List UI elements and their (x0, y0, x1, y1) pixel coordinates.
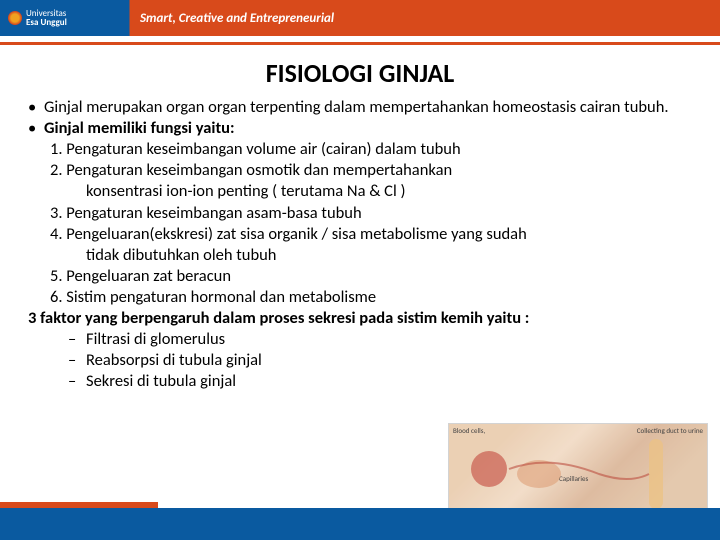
dash-icon: – (68, 329, 86, 350)
university-logo-icon (8, 11, 22, 25)
list-item: –Filtrasi di glomerulus (28, 329, 702, 350)
dash-icon: – (68, 371, 86, 392)
header-bar: Universitas Esa Unggul Smart, Creative a… (0, 0, 720, 36)
list-item: 6. Sistim pengaturan hormonal dan metabo… (28, 287, 702, 308)
list-item: 3. Pengaturan keseimbangan asam-basa tub… (28, 203, 702, 224)
list-item: 1. Pengaturan keseimbangan volume air (c… (28, 139, 702, 160)
dash-text: Sekresi di tubula ginjal (86, 371, 236, 391)
bullet-icon: • (28, 118, 44, 139)
page-title: FISIOLOGI GINJAL (0, 57, 720, 89)
footer-bar (0, 508, 720, 540)
list-item: 5. Pengeluaran zat beracun (28, 266, 702, 287)
bullet-icon: • (28, 97, 44, 118)
list-item: 2. Pengaturan keseimbangan osmotik dan m… (28, 160, 702, 181)
list-item-cont: tidak dibutuhkan oleh tubuh (28, 245, 702, 266)
dash-icon: – (68, 350, 86, 371)
bullet-text: Ginjal merupakan organ organ terpenting … (44, 97, 669, 118)
logo-line2: Esa Unggul (26, 18, 67, 27)
kidney-diagram-icon: Blood cells, Collecting duct to urine Ca… (448, 423, 708, 518)
slide-content: • Ginjal merupakan organ organ terpentin… (0, 97, 720, 393)
factors-intro: 3 faktor yang berpengaruh dalam proses s… (28, 308, 702, 329)
list-item: –Sekresi di tubula ginjal (28, 371, 702, 392)
bullet-text: Ginjal memiliki fungsi yaitu: (44, 118, 235, 139)
dash-text: Filtrasi di glomerulus (86, 329, 225, 349)
list-item: –Reabsorpsi di tubula ginjal (28, 350, 702, 371)
diagram-svg (449, 424, 707, 517)
logo: Universitas Esa Unggul (0, 9, 67, 27)
header-underline (0, 42, 720, 45)
list-item: 4. Pengeluaran(ekskresi) zat sisa organi… (28, 224, 702, 245)
list-item-cont: konsentrasi ion-ion penting ( terutama N… (28, 181, 702, 202)
dash-text: Reabsorpsi di tubula ginjal (86, 350, 262, 370)
header-tagline: Smart, Creative and Entrepreneurial (140, 11, 334, 26)
